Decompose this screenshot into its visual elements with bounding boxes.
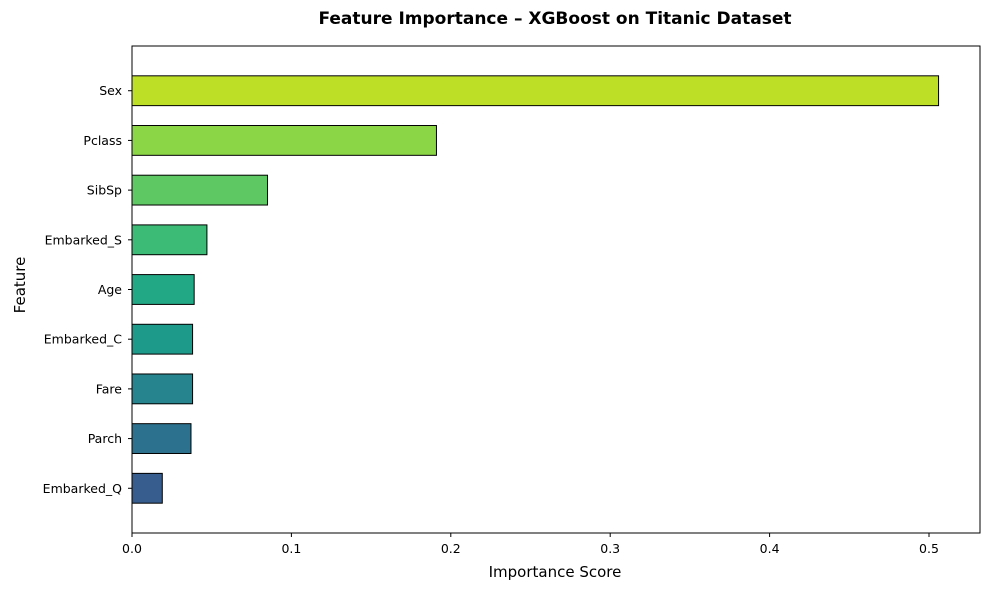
x-axis-label: Importance Score — [489, 563, 622, 581]
bar-parch — [131, 423, 192, 454]
y-ticks-group: Sex Pclass SibSp Embarked_S Age Embarked_C Far… — [43, 83, 132, 496]
y-tick-label: Embarked_S — [45, 232, 122, 247]
bar-age — [131, 274, 195, 305]
y-tick-label: Embarked_Q — [43, 481, 122, 496]
bar-embarked-s — [131, 224, 208, 256]
x-tick-label: 0.2 — [441, 541, 461, 556]
bar-pclass — [131, 125, 437, 156]
y-tick-label: Pclass — [83, 133, 122, 148]
y-tick-label: Age — [98, 282, 122, 297]
bar-embarked-q — [131, 472, 163, 504]
y-tick-label: SibSp — [87, 183, 122, 198]
y-tick-label: Sex — [99, 83, 122, 98]
bar-embarked-c — [131, 323, 194, 355]
plot-frame — [131, 45, 981, 534]
x-tick-label: 0.0 — [122, 541, 142, 556]
bar-sex — [131, 75, 940, 107]
x-tick-label: 0.3 — [600, 541, 620, 556]
y-tick-label: Embarked_C — [44, 332, 122, 347]
x-tick-label: 0.5 — [919, 541, 939, 556]
y-tick-label: Parch — [88, 431, 122, 446]
x-tick-label: 0.4 — [760, 541, 780, 556]
x-ticks-group: 0.0 0.1 0.2 0.3 0.4 0.5 — [122, 533, 939, 556]
bar-sibsp — [131, 174, 268, 206]
bars-group — [131, 75, 940, 504]
bar-fare — [131, 373, 194, 405]
y-tick-label: Fare — [96, 381, 123, 396]
y-axis-label: Feature — [11, 257, 29, 314]
x-tick-label: 0.1 — [281, 541, 301, 556]
chart-title: Feature Importance – XGBoost on Titanic … — [318, 9, 791, 29]
